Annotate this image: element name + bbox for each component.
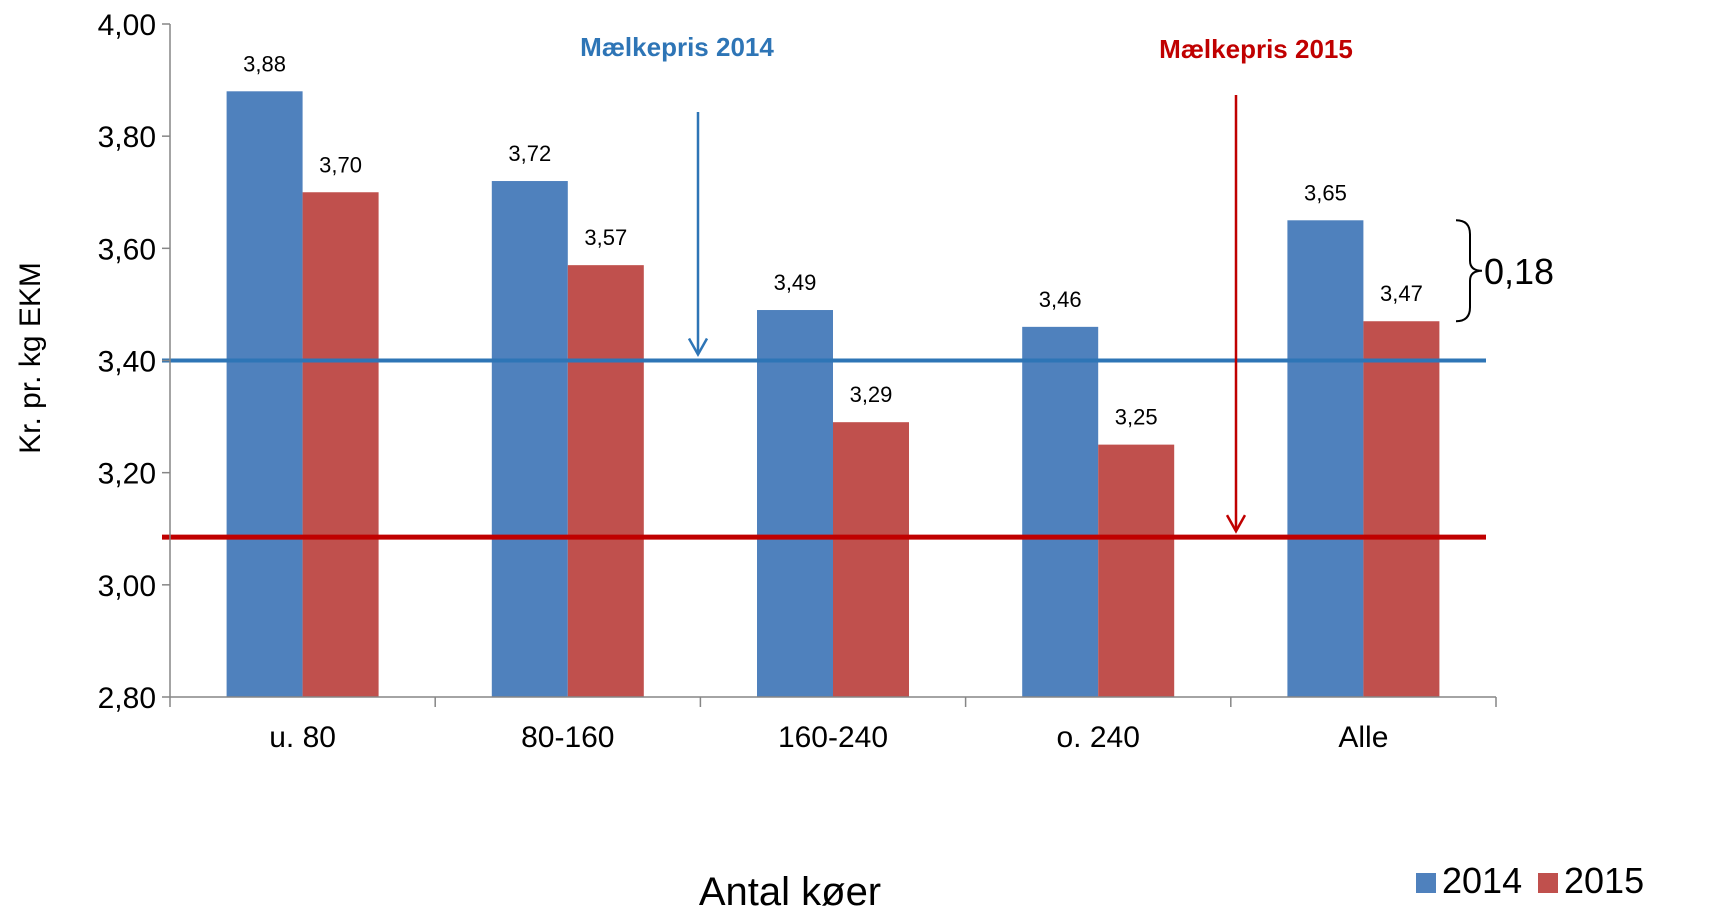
data-label-2015-0: 3,70 xyxy=(319,152,362,177)
bar-2015-1 xyxy=(567,265,644,697)
y-tick-label: 4,00 xyxy=(98,9,156,42)
bar-2014-1 xyxy=(491,181,568,698)
x-category-label: 160-240 xyxy=(778,721,888,754)
data-label-2014-3: 3,46 xyxy=(1039,287,1082,312)
reference-arrow-head-0 xyxy=(687,337,709,358)
x-category-label: o. 240 xyxy=(1056,721,1139,754)
x-category-label: 80-160 xyxy=(521,721,614,754)
y-tick-label: 3,40 xyxy=(98,346,156,379)
bar-2015-4 xyxy=(1363,321,1440,697)
data-label-2015-2: 3,29 xyxy=(850,382,893,407)
bar-2014-2 xyxy=(757,310,833,697)
reference-label-1: Mælkepris 2015 xyxy=(1159,34,1353,64)
reference-lines-group: Mælkepris 2014 Mælkepris 2015 0,18 xyxy=(162,32,1554,540)
legend-label-2014: 2014 xyxy=(1442,860,1522,901)
axes-group: 2,80 3,00 3,20 3,40 3,60 3,80 4,00 u. 80 80-160 1… xyxy=(98,9,1497,754)
y-tick-label: 2,80 xyxy=(98,682,156,715)
y-tick-label: 3,80 xyxy=(98,121,156,154)
y-tick-label: 3,00 xyxy=(98,570,156,603)
y-tick-label: 3,20 xyxy=(98,458,156,491)
bar-2015-3 xyxy=(1098,444,1175,697)
y-axis-title: Kr. pr. kg EKM xyxy=(14,262,47,454)
bar-2014-3 xyxy=(1022,326,1099,697)
data-label-2014-0: 3,88 xyxy=(243,51,286,76)
bars-group xyxy=(226,91,1440,698)
legend-label-2015: 2015 xyxy=(1564,860,1644,901)
data-label-2015-1: 3,57 xyxy=(584,225,627,250)
legend-swatch-2014 xyxy=(1416,873,1436,893)
data-label-2014-4: 3,65 xyxy=(1304,180,1347,205)
difference-label: 0,18 xyxy=(1484,251,1554,292)
data-label-2014-1: 3,72 xyxy=(508,141,551,166)
reference-label-0: Mælkepris 2014 xyxy=(580,32,774,62)
bar-2015-0 xyxy=(302,192,379,697)
bar-2014-4 xyxy=(1287,220,1364,697)
bar-2015-2 xyxy=(833,422,909,697)
data-labels-group: 3,88 3,72 3,49 3,46 3,65 3,70 3,57 3,29 3,25 3,47 xyxy=(243,51,1423,429)
data-label-2015-4: 3,47 xyxy=(1380,281,1423,306)
legend: 2014 2015 xyxy=(1416,860,1644,901)
x-axis-title: Antal køer xyxy=(699,870,881,914)
reference-arrow-head-1 xyxy=(1225,514,1247,534)
bar-2014-0 xyxy=(226,91,303,698)
data-label-2014-2: 3,49 xyxy=(774,270,817,295)
data-label-2015-3: 3,25 xyxy=(1115,405,1158,430)
y-tick-label: 3,60 xyxy=(98,233,156,266)
x-category-label: u. 80 xyxy=(269,721,336,754)
difference-bracket xyxy=(1455,219,1483,323)
x-category-label: Alle xyxy=(1338,721,1388,754)
legend-swatch-2015 xyxy=(1538,873,1558,893)
